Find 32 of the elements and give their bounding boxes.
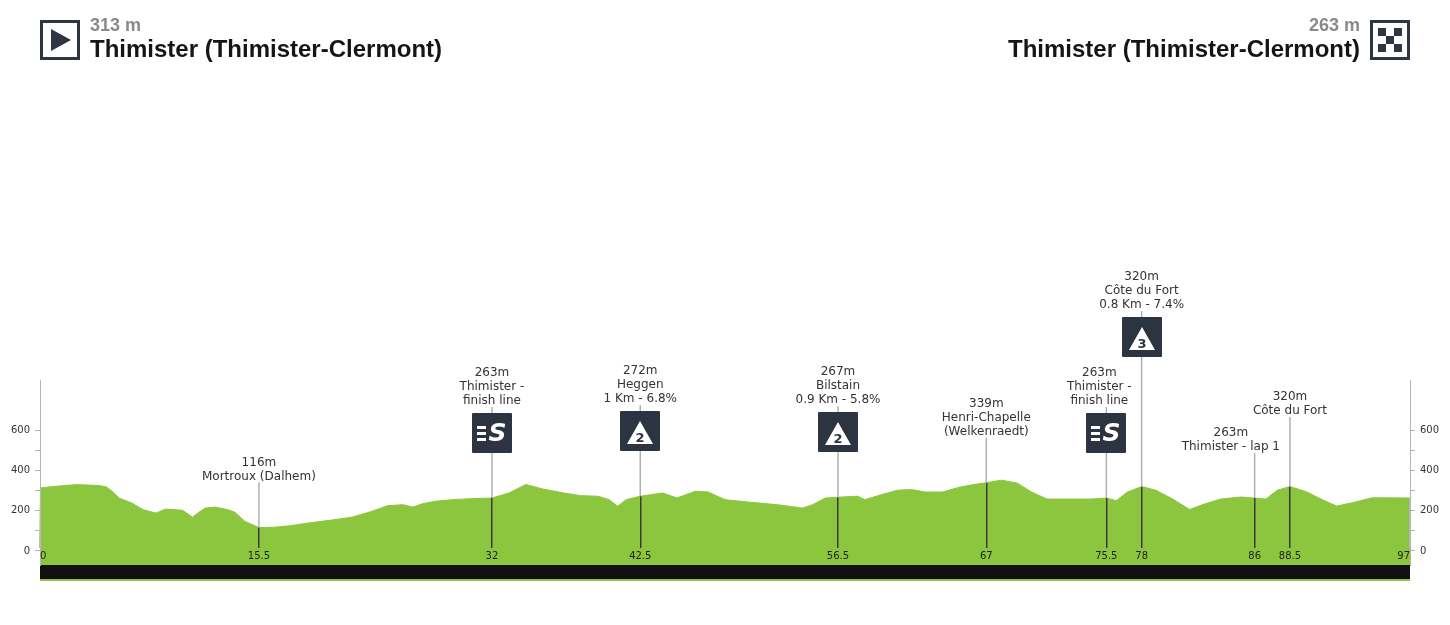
text: 263 m Thimister (Thimister-Clermont) [1007, 15, 1360, 63]
annotation: 320m Côte du Fort 0.8 Km - 7.4% [1099, 269, 1185, 312]
annotation: 272m Heggen 1 Km - 6.8% [603, 363, 677, 406]
x-tick-label: 97 [1397, 549, 1410, 561]
x-tick-label: 42.5 [629, 549, 652, 561]
x-tick-label: 86 [1248, 549, 1262, 561]
y2-tick-label: 600 [1420, 423, 1440, 435]
y-tick-label: 400 [10, 464, 30, 476]
x-tick-label: 56.5 [826, 549, 850, 561]
annotation: 267m Bilstain 0.9 Km - 5.8% [795, 364, 881, 407]
y-tick-label: 200 [10, 504, 30, 516]
y2-tick-label: 400 [1420, 464, 1440, 476]
x-tick-label: 15.5 [247, 549, 271, 561]
annotation: 263m Thimister - lap 1 [1180, 425, 1280, 454]
x-tick-label: 75.5 [1095, 549, 1118, 561]
y2-tick-label: 200 [1420, 504, 1440, 516]
y-tick-label: 600 [10, 423, 30, 435]
x-tick-label: 32 [485, 549, 499, 561]
annotation: 339m Henri-Chapelle (Welkenraedt) [941, 395, 1031, 438]
annotation: 320m Côte du Fort [1252, 389, 1328, 418]
annotation: 263m Thimister - finish line [458, 365, 525, 408]
x-tick-label: 78 [1135, 549, 1149, 561]
annotation: 2 [832, 431, 844, 446]
annotation: S [1101, 418, 1122, 447]
annotation: S [487, 418, 508, 447]
annotation: 2 [634, 430, 646, 445]
text: 313 m Thimister (Thimister-Clermont) [90, 15, 443, 63]
annotation: 263m Thimister - finish line [1065, 365, 1132, 408]
x-tick-label: 67 [979, 549, 993, 561]
text: 3 [1136, 336, 1148, 351]
x-tick-label: 88.5 [1278, 549, 1302, 561]
annotation: 116m Mortroux (Dalhem) [202, 454, 316, 483]
